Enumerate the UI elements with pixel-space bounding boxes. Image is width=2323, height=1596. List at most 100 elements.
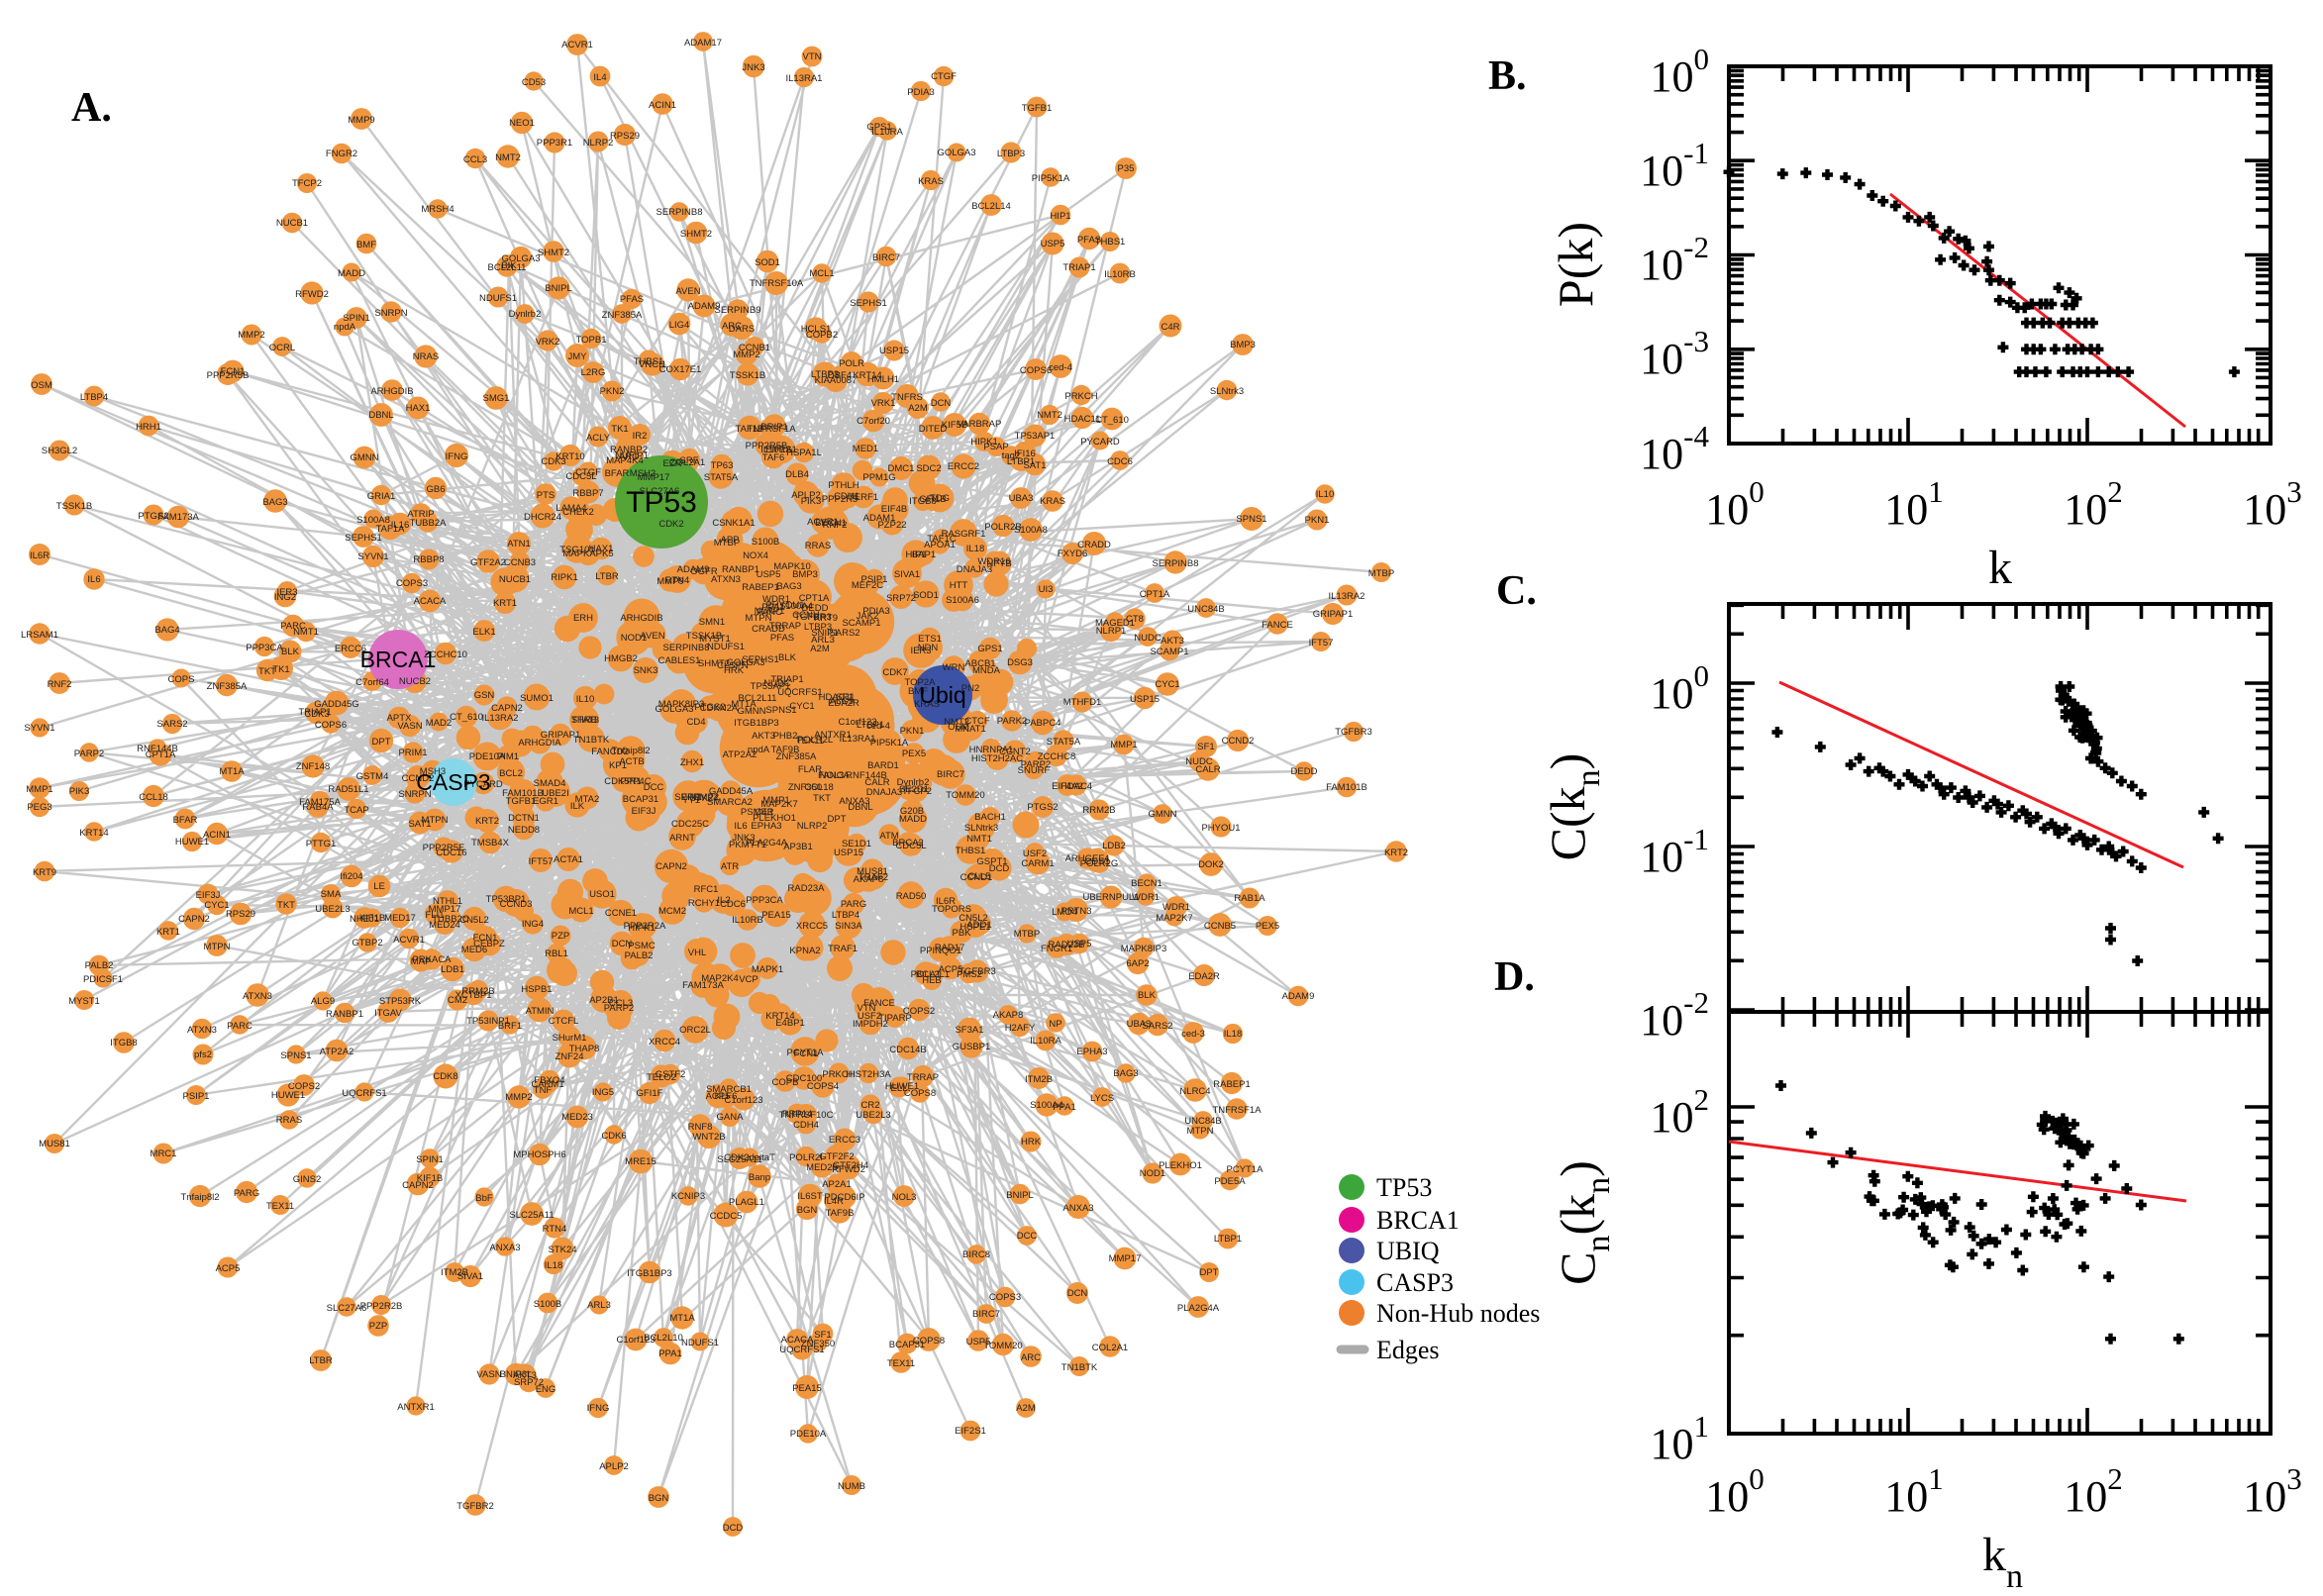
svg-text:COPS2: COPS2: [903, 1006, 935, 1017]
svg-text:PIP5K1A: PIP5K1A: [870, 738, 909, 748]
svg-text:RRAS: RRAS: [805, 541, 831, 551]
svg-text:CAPN2: CAPN2: [491, 703, 523, 714]
svg-text:tag2: tag2: [1002, 450, 1021, 461]
svg-text:PRKACA: PRKACA: [412, 954, 452, 965]
svg-text:MAP4K4: MAP4K4: [606, 455, 644, 466]
svg-text:HDAC11: HDAC11: [819, 692, 856, 703]
svg-text:PLEKHO1: PLEKHO1: [1159, 1160, 1202, 1171]
svg-text:BIRC7: BIRC7: [972, 1309, 1000, 1320]
svg-text:HIP1: HIP1: [905, 549, 926, 560]
svg-text:NOL3: NOL3: [892, 1192, 917, 1203]
svg-text:RABEP1: RABEP1: [742, 582, 779, 593]
svg-text:EIF2S1: EIF2S1: [765, 445, 797, 455]
svg-text:MAP: MAP: [411, 956, 432, 967]
svg-text:MNDA: MNDA: [972, 665, 1001, 676]
svg-text:HRK: HRK: [1021, 1137, 1042, 1147]
svg-text:TRIAP1: TRIAP1: [298, 707, 331, 718]
svg-text:RRM2B: RRM2B: [1082, 805, 1115, 816]
svg-text:SLC27A6: SLC27A6: [327, 1303, 367, 1314]
svg-text:PPP3CA: PPP3CA: [746, 895, 783, 906]
svg-text:KCNIP3: KCNIP3: [671, 1191, 705, 1202]
svg-text:SAT1: SAT1: [1023, 460, 1046, 471]
svg-text:TOP2A: TOP2A: [905, 677, 937, 688]
svg-text:UBIQ: UBIQ: [1376, 1237, 1440, 1265]
svg-text:CR2: CR2: [860, 1100, 879, 1111]
svg-text:WDR16: WDR16: [977, 556, 1010, 567]
svg-text:CD53: CD53: [522, 77, 546, 88]
svg-text:ANTXR1: ANTXR1: [814, 730, 851, 741]
svg-text:PPP3R1: PPP3R1: [537, 138, 572, 149]
svg-text:ACP5: ACP5: [216, 1263, 241, 1274]
svg-text:KIF1B: KIF1B: [417, 1173, 443, 1184]
svg-text:APLP2: APLP2: [791, 490, 821, 501]
svg-text:DCC: DCC: [644, 782, 664, 793]
svg-text:ZNF350: ZNF350: [788, 782, 822, 793]
svg-text:ORC2L: ORC2L: [679, 1025, 711, 1036]
svg-text:TUBB2C: TUBB2C: [432, 914, 469, 925]
svg-text:VASN: VASN: [476, 1369, 501, 1380]
svg-text:ERCC3: ERCC3: [829, 1135, 860, 1146]
svg-text:PDE5A: PDE5A: [1214, 1176, 1246, 1187]
svg-text:MCL1: MCL1: [568, 906, 593, 917]
svg-text:ADD1: ADD1: [966, 920, 991, 931]
svg-text:CEBPZ: CEBPZ: [473, 939, 505, 949]
svg-text:CALR: CALR: [1195, 764, 1220, 775]
svg-text:DCN: DCN: [1067, 1288, 1088, 1299]
svg-text:NMT2: NMT2: [1037, 410, 1062, 421]
svg-text:DSG3: DSG3: [1007, 657, 1033, 668]
svg-text:TNFRSF1A: TNFRSF1A: [747, 424, 796, 435]
svg-text:UBE2L3: UBE2L3: [315, 904, 350, 915]
svg-text:NUMB: NUMB: [838, 1481, 865, 1492]
svg-text:MT1A: MT1A: [669, 1313, 695, 1324]
svg-text:PEX5: PEX5: [902, 748, 926, 759]
svg-text:GADD45A: GADD45A: [709, 786, 754, 797]
svg-text:PSAP: PSAP: [983, 442, 1008, 452]
svg-text:MADD: MADD: [338, 268, 365, 279]
svg-text:ZCCHC8: ZCCHC8: [1038, 751, 1076, 762]
svg-text:TUBB2A: TUBB2A: [410, 518, 448, 529]
svg-text:XRCC4: XRCC4: [649, 1037, 680, 1047]
svg-text:NTHL1: NTHL1: [433, 896, 462, 907]
svg-text:VRK2: VRK2: [536, 337, 560, 348]
svg-text:FNGR2: FNGR2: [326, 149, 357, 159]
svg-text:MMP2: MMP2: [505, 1092, 532, 1103]
svg-text:SE1D1: SE1D1: [842, 839, 871, 849]
svg-text:LRSAM1: LRSAM1: [21, 630, 58, 641]
svg-text:FAM101B: FAM101B: [502, 788, 544, 799]
svg-text:KRT14: KRT14: [853, 370, 881, 381]
svg-text:CCDC5: CCDC5: [710, 1211, 743, 1222]
svg-text:GANA: GANA: [717, 1112, 745, 1123]
svg-text:POLR2B: POLR2B: [984, 522, 1022, 533]
svg-text:BIRC8: BIRC8: [962, 1249, 990, 1260]
svg-text:CLL5: CLL5: [968, 871, 991, 882]
svg-text:SDC2: SDC2: [916, 463, 941, 474]
svg-text:STAT5A: STAT5A: [1047, 737, 1081, 748]
svg-text:KIF5B: KIF5B: [942, 420, 967, 431]
svg-text:FANCD2: FANCD2: [591, 747, 628, 757]
svg-text:DCTN1: DCTN1: [508, 813, 540, 824]
svg-text:IL6R: IL6R: [30, 550, 50, 561]
svg-text:ABCB1: ABCB1: [964, 658, 995, 669]
svg-text:PLA2G4A: PLA2G4A: [746, 838, 788, 848]
svg-text:TP63: TP63: [711, 460, 734, 471]
svg-text:PARG: PARG: [841, 899, 866, 910]
svg-text:PSIP1: PSIP1: [183, 1091, 210, 1102]
svg-text:ITGB1BP3: ITGB1BP3: [627, 1268, 671, 1279]
svg-text:PARC: PARC: [280, 621, 306, 632]
svg-text:IL6: IL6: [87, 574, 100, 585]
svg-text:ZNF385A: ZNF385A: [207, 681, 248, 692]
svg-text:EPHA3: EPHA3: [1076, 1047, 1107, 1057]
svg-text:SH3GL2: SH3GL2: [42, 446, 77, 456]
svg-text:OCRL: OCRL: [269, 343, 295, 353]
svg-text:APLP2: APLP2: [599, 1461, 629, 1472]
svg-text:HTT: HTT: [950, 580, 968, 591]
svg-text:PZP: PZP: [552, 931, 569, 942]
svg-text:LDB1: LDB1: [441, 964, 464, 975]
svg-text:IMPDH2: IMPDH2: [853, 1019, 888, 1030]
svg-text:ANXA3: ANXA3: [839, 796, 869, 807]
svg-text:NLRP1: NLRP1: [1096, 626, 1127, 637]
svg-text:KRT9: KRT9: [33, 867, 56, 878]
svg-text:C4R: C4R: [1161, 322, 1179, 333]
svg-text:CYC1: CYC1: [204, 900, 229, 911]
svg-text:HUWE1: HUWE1: [271, 1090, 305, 1101]
